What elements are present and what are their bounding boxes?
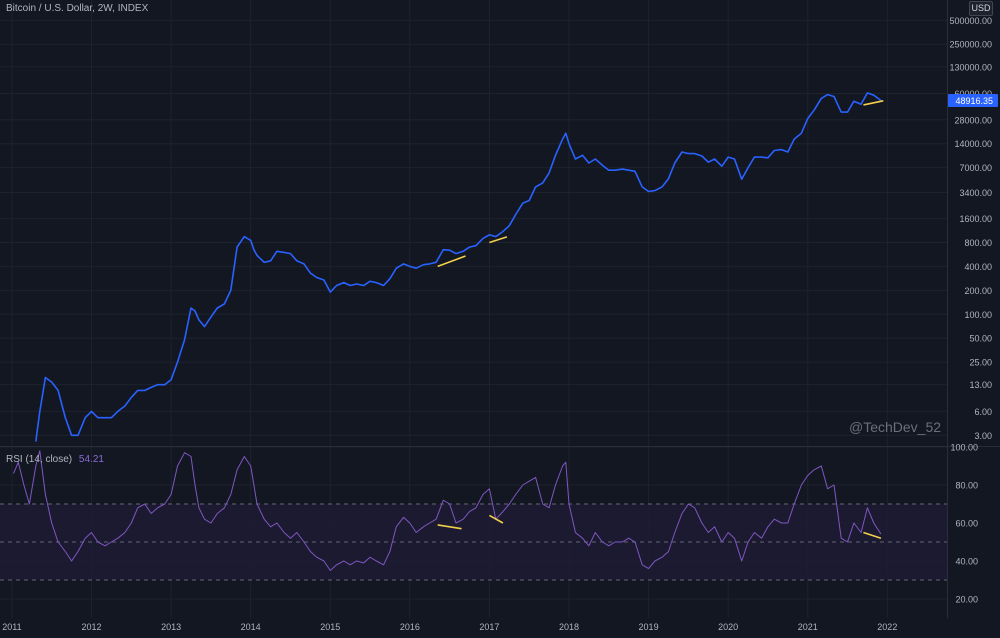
watermark-text: @TechDev_52 (849, 419, 942, 435)
price-tick-label: 50.00 (969, 334, 992, 344)
price-tick-label: 500000.00 (949, 16, 992, 26)
rsi-axis[interactable]: 100.00 80.00 60.00 40.00 20.00 (950, 443, 978, 605)
price-tick-label: 800.00 (964, 238, 992, 248)
price-tick-label: 130000.00 (949, 62, 992, 72)
rsi-series-line (13, 450, 882, 571)
price-tick-label: 400.00 (964, 262, 992, 272)
currency-badge[interactable]: USD (969, 1, 993, 16)
price-tick-label: 3.00 (974, 431, 992, 441)
rsi-current-value: 54.21 (78, 454, 104, 465)
time-tick-label: 2020 (718, 622, 738, 632)
price-tick-label: 28000.00 (954, 115, 992, 125)
price-tick-label: 60000.00 (954, 89, 992, 99)
time-tick-label: 2022 (877, 622, 897, 632)
rsi-divergence-line (489, 514, 504, 524)
rsi-divergence-line (437, 524, 462, 530)
price-divergence-line (437, 255, 466, 268)
price-tick-label: 3400.00 (959, 188, 992, 198)
time-tick-label: 2012 (82, 622, 102, 632)
price-divergence-line (863, 100, 884, 106)
price-tick-label: 100.00 (964, 310, 992, 320)
time-tick-label: 2019 (639, 622, 659, 632)
symbol-title: Bitcoin / U.S. Dollar, 2W, INDEX (6, 3, 149, 14)
rsi-title: RSI (14, close) (6, 454, 73, 465)
rsi-tick-label: 80.00 (955, 481, 978, 491)
price-axis[interactable]: 500000.00 250000.00 130000.00 60000.00 28000… (949, 16, 992, 441)
rsi-tick-label: 100.00 (950, 443, 978, 453)
rsi-tick-label: 40.00 (955, 557, 978, 567)
price-tick-label: 14000.00 (954, 139, 992, 149)
rsi-divergence-line (863, 531, 882, 539)
price-tick-label: 7000.00 (959, 163, 992, 173)
time-tick-label: 2013 (161, 622, 181, 632)
price-tick-label: 1600.00 (959, 214, 992, 224)
rsi-legend: RSI (14, close) 54.21 (6, 454, 104, 465)
last-price-badge-bg (948, 94, 998, 108)
time-tick-label: 2017 (479, 622, 499, 632)
price-tick-label: 25.00 (969, 358, 992, 368)
price-tick-label: 200.00 (964, 286, 992, 296)
time-tick-label: 2014 (241, 622, 261, 632)
rsi-level-lines (0, 503, 947, 581)
last-price-badge: 48916.35 (948, 94, 998, 108)
time-tick-label: 2021 (798, 622, 818, 632)
grid-layer (0, 0, 947, 618)
time-tick-label: 2015 (320, 622, 340, 632)
time-axis[interactable]: 2011 2012 2013 2014 2015 2016 2017 2018 2019 2020… (2, 622, 897, 632)
price-series-line (35, 92, 882, 442)
rsi-tick-label: 60.00 (955, 519, 978, 529)
price-tick-label: 6.00 (974, 407, 992, 417)
time-tick-label: 2018 (559, 622, 579, 632)
time-tick-label: 2011 (2, 622, 21, 632)
rsi-tick-label: 20.00 (955, 595, 978, 605)
price-divergence-line (489, 236, 508, 244)
last-price-value: 48916.35 (955, 96, 993, 106)
price-tick-label: 13.00 (969, 380, 992, 390)
time-tick-label: 2016 (400, 622, 420, 632)
price-tick-label: 250000.00 (949, 40, 992, 50)
divergence-lines (437, 100, 884, 539)
